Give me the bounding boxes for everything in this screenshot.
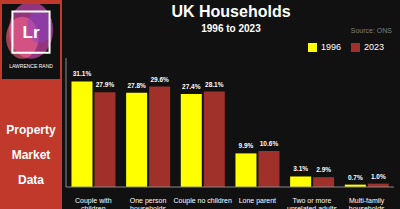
- svg-text:27.4%: 27.4%: [182, 83, 201, 90]
- svg-text:Lone parent: Lone parent: [239, 197, 276, 205]
- svg-text:28.1%: 28.1%: [205, 81, 224, 88]
- html-text:Property: Property: [6, 123, 56, 137]
- svg-text:One personhouseholds: One personhouseholds: [130, 197, 167, 209]
- svg-text:2.9%: 2.9%: [316, 166, 331, 173]
- svg-text:Two or moreunrelated adults: Two or moreunrelated adults: [287, 197, 337, 209]
- svg-text:LAWRENCE RAND: LAWRENCE RAND: [9, 63, 53, 69]
- svg-text:Multi-familyhouseholds: Multi-familyhouseholds: [349, 197, 385, 209]
- svg-text:27.8%: 27.8%: [127, 82, 146, 89]
- html-text:Source: ONS: Source: ONS: [350, 27, 392, 34]
- html-text:Data: Data: [18, 173, 44, 187]
- svg-text:9.9%: 9.9%: [239, 142, 254, 149]
- svg-text:0.7%: 0.7%: [348, 174, 363, 181]
- html-text:2023: 2023: [364, 42, 384, 52]
- svg-text:27.9%: 27.9%: [96, 81, 115, 88]
- html-text:UK Households: UK Households: [171, 3, 291, 20]
- svg-text:Couple withchildren: Couple withchildren: [75, 197, 112, 209]
- html-text:1996: 1996: [320, 42, 341, 52]
- svg-text:10.6%: 10.6%: [260, 140, 279, 147]
- html-text:Market: Market: [11, 148, 51, 162]
- svg-text:1.0%: 1.0%: [371, 173, 386, 180]
- html-text:1996 to 2023: 1996 to 2023: [201, 23, 261, 34]
- svg-text:Lr: Lr: [23, 23, 40, 42]
- svg-text:Couple no children: Couple no children: [173, 197, 231, 205]
- svg-text:29.6%: 29.6%: [150, 76, 169, 83]
- svg-text:3.1%: 3.1%: [293, 165, 308, 172]
- svg-text:31.1%: 31.1%: [73, 70, 92, 77]
